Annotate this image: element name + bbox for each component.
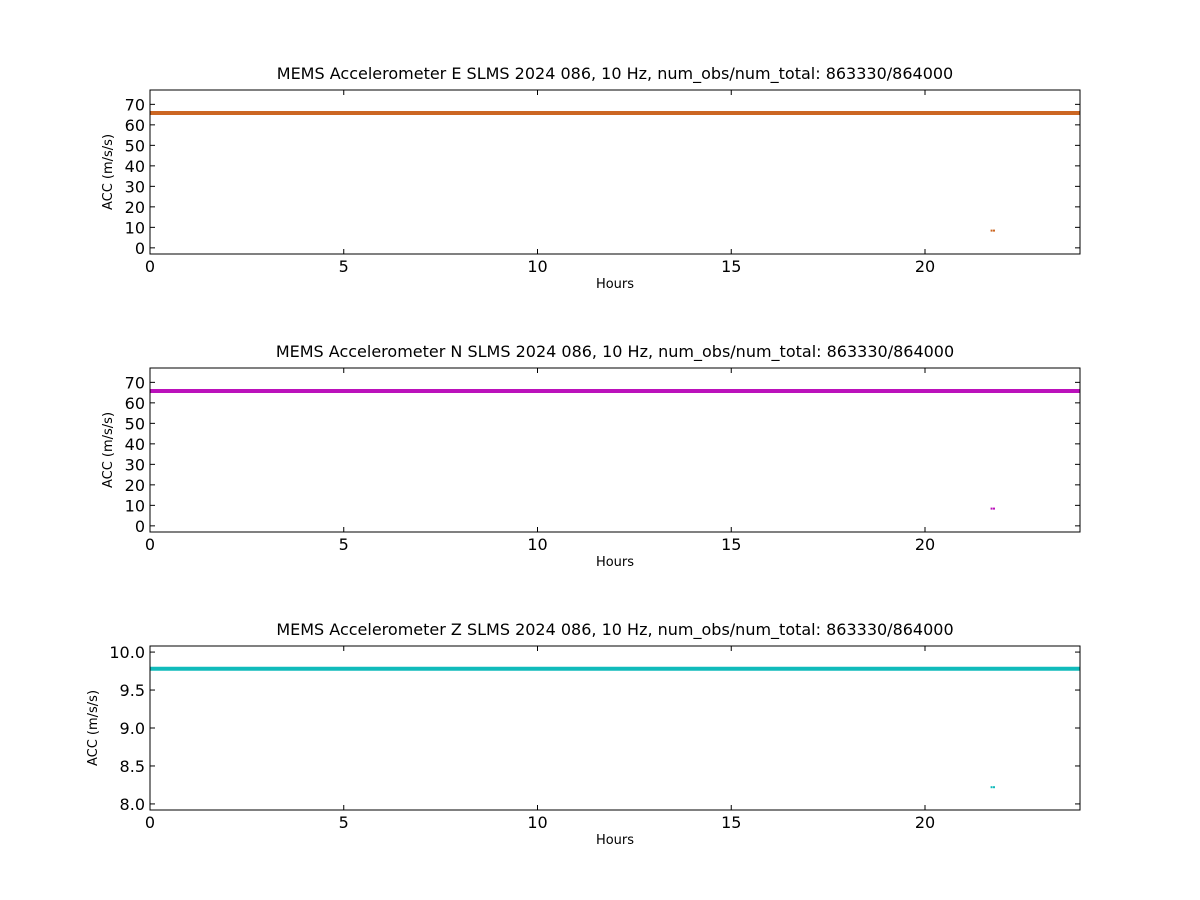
chart-panel-1: MEMS Accelerometer E SLMS 2024 086, 10 H…: [101, 64, 1081, 292]
axes-frame: [149, 89, 1081, 255]
chart-title: MEMS Accelerometer E SLMS 2024 086, 10 H…: [277, 64, 953, 84]
x-tick-label: 15: [721, 535, 741, 554]
y-tick-label: 30: [125, 455, 145, 474]
y-axis-label: ACC (m/s/s): [86, 690, 101, 766]
y-tick-label: 40: [125, 435, 145, 454]
x-tick-label: 5: [339, 813, 349, 832]
x-tick-label: 5: [339, 535, 349, 554]
y-tick-label: 60: [125, 394, 145, 413]
data-point: [993, 786, 995, 789]
y-tick-label: 60: [125, 116, 145, 135]
chart-panel-3: MEMS Accelerometer Z SLMS 2024 086, 10 H…: [86, 620, 1081, 848]
x-tick-label: 5: [339, 257, 349, 276]
y-tick-label: 20: [125, 198, 145, 217]
chart-panel-2: MEMS Accelerometer N SLMS 2024 086, 10 H…: [101, 342, 1081, 570]
y-tick-label: 20: [125, 476, 145, 495]
x-tick-label: 10: [527, 257, 547, 276]
chart-title: MEMS Accelerometer Z SLMS 2024 086, 10 H…: [276, 620, 953, 640]
y-tick-label: 10: [125, 218, 145, 237]
x-axis-label: Hours: [596, 555, 634, 570]
y-tick-label: 10: [125, 496, 145, 515]
x-tick-label: 0: [145, 813, 155, 832]
data-point: [993, 229, 995, 232]
y-tick-label: 9.5: [120, 681, 145, 700]
y-axis-label: ACC (m/s/s): [101, 412, 116, 488]
y-tick-label: 70: [125, 95, 145, 114]
y-tick-label: 0: [135, 239, 145, 258]
x-tick-label: 15: [721, 813, 741, 832]
data-point: [990, 507, 993, 510]
data-point: [993, 507, 995, 510]
x-tick-label: 0: [145, 535, 155, 554]
x-tick-label: 20: [915, 257, 935, 276]
x-tick-label: 10: [527, 813, 547, 832]
y-tick-label: 8.5: [120, 757, 145, 776]
data-point: [990, 786, 993, 789]
y-tick-label: 50: [125, 136, 145, 155]
x-tick-label: 15: [721, 257, 741, 276]
y-tick-label: 40: [125, 157, 145, 176]
y-tick-label: 50: [125, 414, 145, 433]
y-axis-label: ACC (m/s/s): [101, 134, 116, 210]
x-tick-label: 0: [145, 257, 155, 276]
x-tick-label: 20: [915, 813, 935, 832]
y-tick-label: 8.0: [120, 795, 145, 814]
chart-title: MEMS Accelerometer N SLMS 2024 086, 10 H…: [276, 342, 954, 362]
x-axis-label: Hours: [596, 277, 634, 292]
data-point: [990, 229, 993, 232]
y-tick-label: 0: [135, 517, 145, 536]
y-tick-label: 70: [125, 373, 145, 392]
y-tick-label: 10.0: [109, 643, 145, 662]
axes-frame: [149, 367, 1081, 533]
y-tick-label: 9.0: [120, 719, 145, 738]
x-axis-label: Hours: [596, 833, 634, 848]
y-tick-label: 30: [125, 177, 145, 196]
x-tick-label: 20: [915, 535, 935, 554]
x-tick-label: 10: [527, 535, 547, 554]
